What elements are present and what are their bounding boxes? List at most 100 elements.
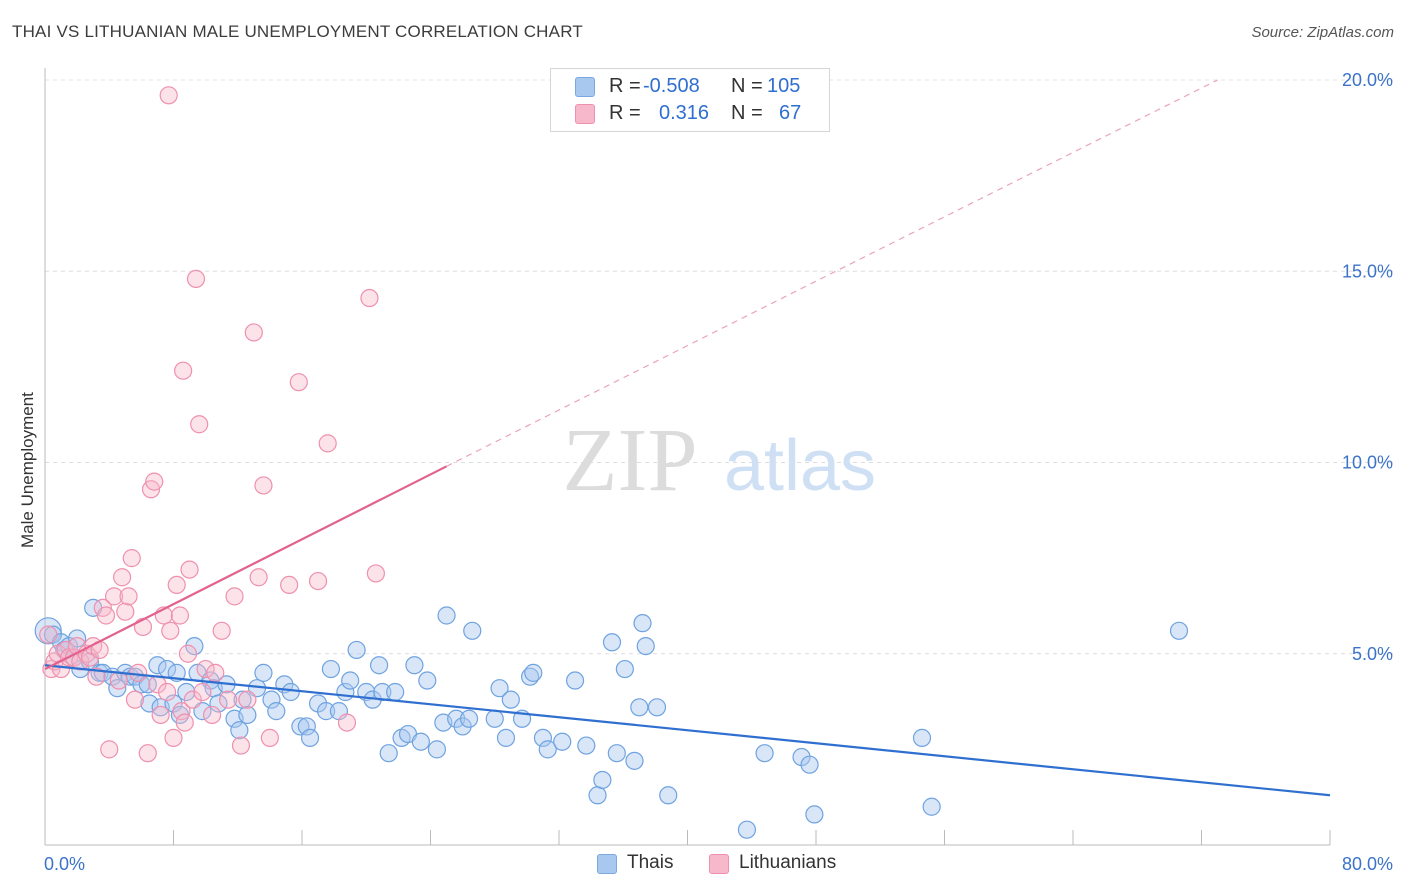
point-thais: [538, 740, 557, 759]
legend-n-value: 67: [779, 102, 802, 124]
point-thais: [647, 698, 667, 717]
point-thais: [636, 636, 655, 656]
watermark-zip: ZIP: [563, 411, 698, 510]
point-lithuanians: [170, 606, 190, 625]
point-thais: [755, 744, 774, 763]
point-thais: [140, 694, 159, 713]
point-lithuanians: [289, 373, 308, 392]
point-lithuanians: [231, 736, 251, 755]
point-thais: [373, 682, 392, 702]
point-thais: [805, 805, 824, 824]
legend-r-label: R =: [609, 102, 641, 124]
point-thais: [427, 740, 447, 759]
point-thais: [418, 671, 437, 690]
point-lithuanians: [219, 690, 238, 709]
point-lithuanians: [161, 621, 180, 640]
point-lithuanians: [318, 434, 337, 453]
point-lithuanians: [202, 705, 222, 725]
point-lithuanians: [87, 667, 106, 686]
legend-r-value: 0.316: [659, 102, 710, 124]
point-thais: [341, 671, 360, 690]
point-lithuanians: [172, 702, 191, 721]
trend-line-thais: [44, 664, 1331, 797]
point-thais: [593, 770, 612, 790]
point-lithuanians: [100, 740, 119, 759]
trend-extension-lithuanians: [446, 79, 1218, 467]
point-thais: [316, 702, 336, 721]
point-lithuanians: [360, 288, 379, 308]
point-lithuanians: [39, 625, 58, 644]
point-thais: [379, 744, 398, 763]
chart-title: THAI VS LITHUANIAN MALE UNEMPLOYMENT COR…: [12, 22, 583, 41]
point-lithuanians: [260, 728, 279, 748]
point-thais: [262, 690, 281, 709]
point-lithuanians: [138, 744, 157, 763]
point-thais: [490, 679, 509, 698]
point-lithuanians: [180, 560, 199, 579]
point-lithuanians: [244, 323, 263, 342]
tick-labels: 5.0% 10.0% 15.0% 20.0% 0.0% 80.0%: [44, 70, 1393, 874]
point-thais: [68, 629, 87, 648]
point-lithuanians: [190, 415, 209, 434]
point-thais: [238, 705, 257, 725]
point-thais: [267, 702, 286, 721]
point-thais: [922, 797, 941, 816]
legend-r-value: -0.508: [643, 75, 700, 97]
point-thais: [501, 690, 520, 709]
point-lithuanians: [225, 587, 244, 606]
point-thais: [437, 606, 456, 625]
point-lithuanians: [119, 587, 138, 606]
point-thais: [459, 709, 479, 728]
watermark: ZIP atlas: [563, 411, 877, 510]
x-tick-label: 80.0%: [1342, 854, 1393, 874]
point-lithuanians: [186, 269, 206, 288]
trend-line-lithuanians: [44, 465, 448, 671]
point-thais: [912, 728, 932, 748]
point-thais: [463, 621, 482, 640]
source-label: Source: ZipAtlas.com: [1251, 24, 1394, 41]
point-thais: [524, 663, 543, 682]
point-lithuanians: [104, 587, 124, 606]
point-lithuanians: [308, 571, 328, 591]
correlation-legend: R = -0.508 N = 105 R = 0.316 N = 67: [550, 68, 830, 132]
y-tick-label: 5.0%: [1352, 644, 1393, 664]
legend-n-value: 105: [767, 75, 801, 97]
point-thais: [625, 751, 644, 770]
point-lithuanians: [157, 682, 177, 702]
point-lithuanians: [133, 617, 153, 637]
y-tick-label: 10.0%: [1342, 453, 1393, 473]
bottom-legend-swatch-thais: [597, 854, 617, 874]
point-lithuanians: [112, 568, 132, 587]
point-lithuanians: [164, 728, 183, 748]
bottom-legend-label-thais: Thais: [627, 852, 674, 873]
point-lithuanians: [151, 705, 170, 725]
bottom-legend-label-lithuanians: Lithuanians: [739, 852, 837, 873]
point-thais: [630, 698, 649, 717]
point-lithuanians: [175, 713, 194, 732]
legend-n-label: N =: [731, 75, 763, 97]
point-lithuanians: [337, 713, 357, 732]
point-lithuanians: [196, 659, 215, 679]
point-lithuanians: [129, 663, 148, 682]
point-lithuanians: [193, 682, 212, 702]
point-lithuanians: [366, 564, 385, 583]
point-thais: [588, 786, 607, 805]
point-lithuanians: [280, 575, 299, 595]
point-lithuanians: [122, 549, 141, 568]
point-lithuanians: [159, 86, 178, 105]
bottom-legend-swatch-lithuanians: [709, 854, 729, 874]
point-lithuanians: [238, 690, 257, 709]
trend-lines: [44, 79, 1331, 797]
point-thais: [297, 717, 316, 736]
point-thais: [411, 732, 430, 751]
point-thais: [565, 671, 585, 690]
point-thais: [496, 728, 516, 748]
point-thais: [254, 663, 273, 682]
axes: [44, 68, 1331, 846]
point-thais: [1169, 621, 1189, 640]
point-thais: [659, 786, 678, 805]
point-lithuanians: [167, 575, 186, 595]
point-thais: [347, 640, 366, 660]
point-thais: [633, 614, 652, 633]
